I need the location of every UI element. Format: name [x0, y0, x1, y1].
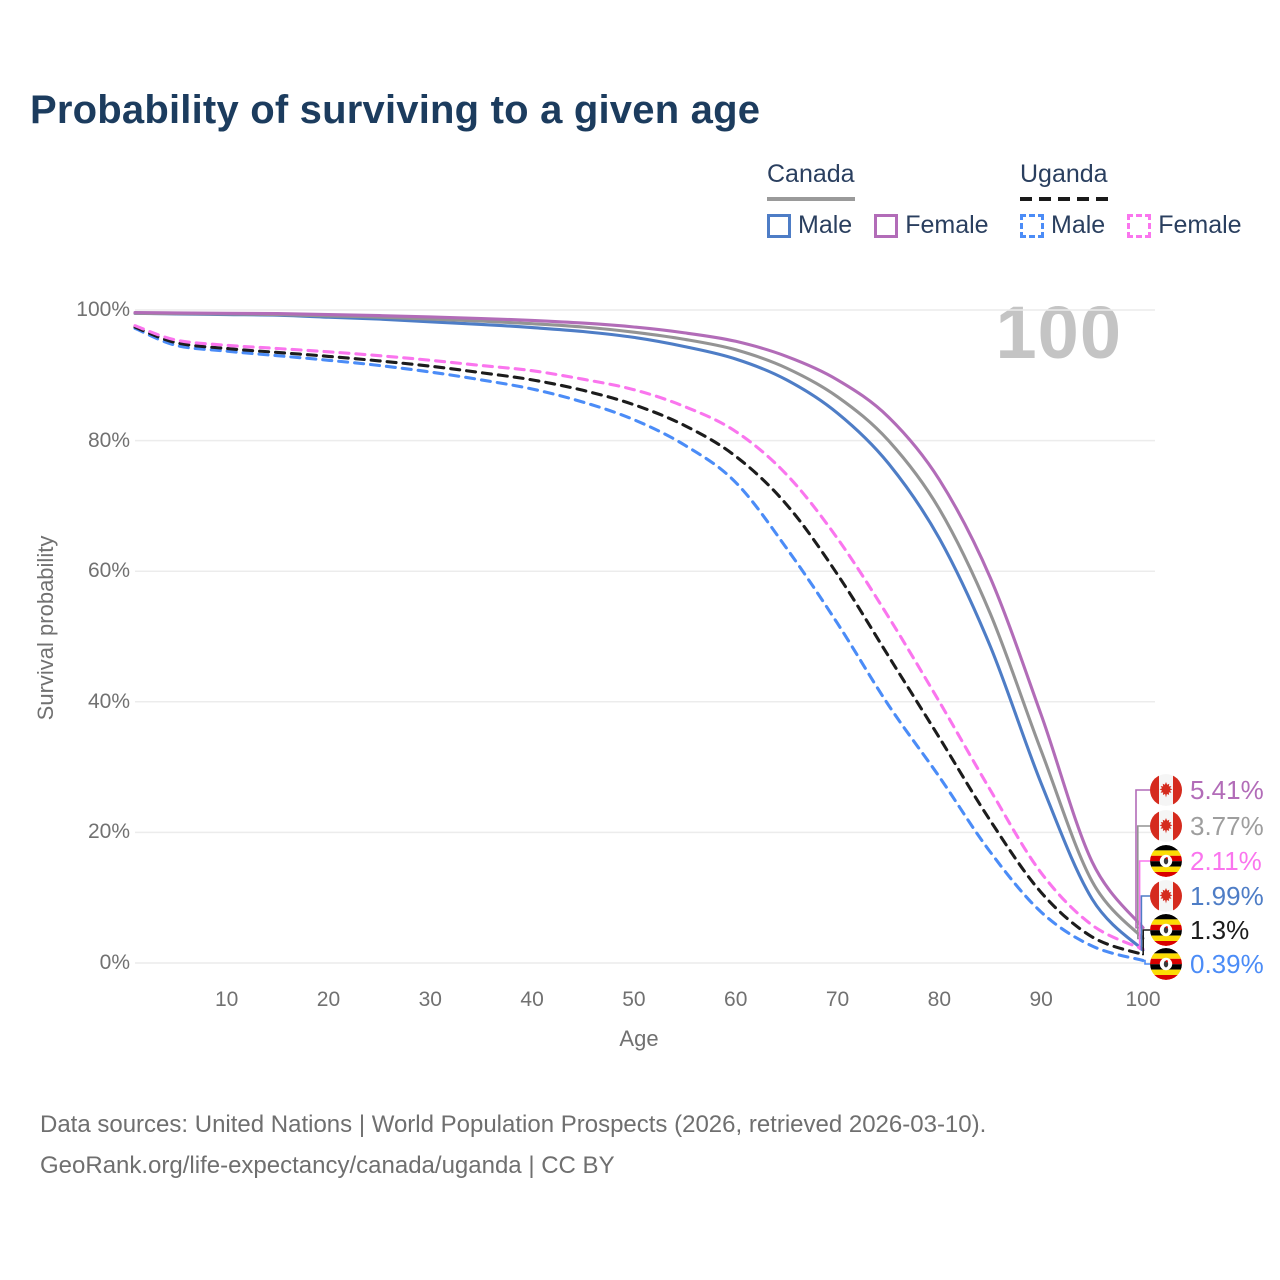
- footer-sources-line: Data sources: United Nations | World Pop…: [40, 1111, 987, 1138]
- legend-item-label: Female: [905, 211, 989, 239]
- x-tick-label-70: 70: [825, 988, 850, 1011]
- end-label-row-canada-all: 3.77%: [1150, 810, 1264, 842]
- footer: Data sources: United Nations | World Pop…: [40, 1104, 986, 1186]
- page-title: Probability of surviving to a given age: [30, 88, 761, 132]
- legend-country-label-canada[interactable]: Canada: [767, 160, 855, 188]
- legend-country-label-uganda[interactable]: Uganda: [1020, 160, 1108, 188]
- legend-item-label: Male: [1051, 211, 1106, 239]
- end-label-row-canada-female: 5.41%: [1150, 774, 1264, 806]
- y-tick-label-0: 0%: [99, 951, 130, 974]
- end-connector-uganda-male: [1142, 959, 1150, 965]
- legend-item-canada-female[interactable]: Female: [874, 211, 989, 240]
- legend-item-uganda-male[interactable]: Male: [1020, 211, 1105, 240]
- uganda-flag-icon: [1150, 845, 1182, 877]
- end-label-value-uganda-female: 2.11%: [1190, 845, 1262, 876]
- end-label-row-uganda-male: 0.39%: [1150, 948, 1264, 980]
- x-tick-label-20: 20: [316, 988, 341, 1011]
- end-label-value-canada-female: 5.41%: [1190, 774, 1264, 805]
- legend-item-uganda-female[interactable]: Female: [1127, 211, 1242, 240]
- y-tick-label-40: 40%: [87, 689, 130, 713]
- legend-country-underline-uganda: [1020, 197, 1108, 201]
- end-label-value-uganda-all: 1.3%: [1190, 914, 1250, 945]
- series-line-canada-female[interactable]: [133, 311, 1145, 930]
- footer-attribution-line: GeoRank.org/life-expectancy/canada/ugand…: [40, 1152, 615, 1179]
- x-tick-label-50: 50: [622, 988, 646, 1011]
- end-label-row-canada-male: 1.99%: [1150, 880, 1264, 912]
- x-tick-label-100: 100: [1125, 988, 1161, 1011]
- legend-item-label: Male: [798, 211, 853, 239]
- legend-group-uganda: Uganda Male Female: [1020, 160, 1242, 240]
- y-tick-label-80: 80%: [87, 428, 130, 452]
- end-label-value-canada-male: 1.99%: [1190, 880, 1264, 911]
- legend-swatch-icon: [767, 213, 791, 238]
- x-tick-label-90: 90: [1029, 988, 1053, 1011]
- canada-flag-icon: [1150, 880, 1182, 912]
- end-connector-canada-male: [1140, 895, 1150, 951]
- legend-swatch-icon: [1127, 213, 1152, 238]
- series-line-uganda-male[interactable]: [133, 326, 1145, 963]
- end-label-value-uganda-male: 0.39%: [1190, 948, 1264, 979]
- x-tick-label-60: 60: [724, 988, 748, 1011]
- canada-flag-icon: [1150, 810, 1182, 842]
- legend-group-canada: Canada Male Female: [767, 160, 989, 240]
- x-tick-label-10: 10: [214, 988, 239, 1011]
- series-line-uganda-female[interactable]: [133, 324, 1145, 951]
- legend-item-canada-male[interactable]: Male: [767, 211, 852, 240]
- hovered-age-watermark: 100: [995, 291, 1122, 374]
- uganda-flag-icon: [1150, 948, 1182, 980]
- end-label-row-uganda-female: 2.11%: [1150, 845, 1262, 877]
- y-tick-label-20: 20%: [87, 820, 130, 844]
- legend-swatch-icon: [874, 213, 899, 238]
- end-label-row-uganda-all: 1.3%: [1150, 914, 1249, 946]
- x-tick-label-80: 80: [927, 988, 952, 1011]
- uganda-flag-icon: [1150, 914, 1182, 946]
- y-tick-label-60: 60%: [87, 559, 130, 583]
- x-axis-title: Age: [619, 1026, 659, 1051]
- x-tick-label-40: 40: [520, 988, 544, 1011]
- end-connector-uganda-all: [1142, 929, 1150, 956]
- legend-item-label: Female: [1158, 211, 1242, 239]
- y-axis-title: Survival probability: [33, 535, 58, 721]
- end-label-value-canada-all: 3.77%: [1190, 810, 1264, 841]
- x-tick-label-30: 30: [418, 988, 442, 1011]
- y-tick-label-100: 100%: [76, 298, 130, 321]
- canada-flag-icon: [1150, 774, 1182, 806]
- legend-swatch-icon: [1020, 213, 1044, 238]
- series-line-uganda-all[interactable]: [133, 325, 1145, 957]
- legend-country-underline-canada: [767, 197, 855, 201]
